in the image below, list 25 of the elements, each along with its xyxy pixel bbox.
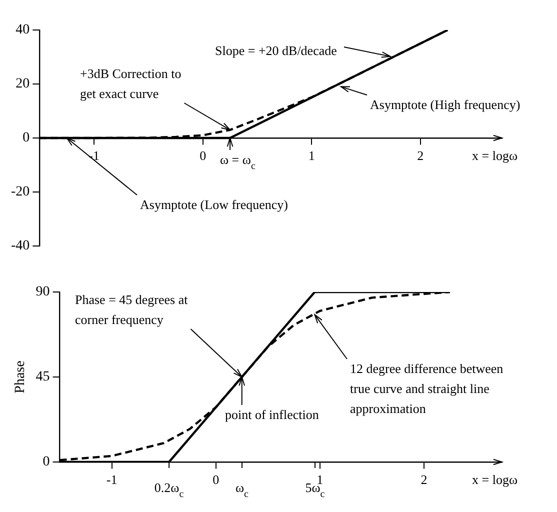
x-tick-label: 0: [200, 148, 206, 163]
y-tick-label: 20: [16, 76, 30, 92]
y-tick-label: -40: [10, 238, 30, 254]
x-axis-title: x = logω: [472, 472, 518, 487]
x-axis-title: x = logω: [472, 148, 518, 163]
annotation: Phase = 45 degrees at corner frequency: [75, 292, 188, 327]
x-tick-label: -1: [106, 472, 118, 487]
y-tick-label: 90: [36, 284, 50, 300]
y-tick-label: 0: [22, 130, 30, 146]
x-tick-label: 1: [308, 148, 315, 163]
annotation: +3dB Correction to get exact curve: [80, 66, 182, 101]
annotation: Asymptote (High frequency): [370, 97, 520, 112]
y-tick-label: 45: [36, 370, 50, 385]
annotation: Slope = +20 dB/decade: [215, 43, 338, 58]
annotation: Asymptote (Low frequency): [140, 197, 288, 212]
annotation: point of inflection: [225, 407, 320, 422]
y-tick-label: 0: [42, 454, 50, 470]
x-tick-label: 2: [417, 148, 424, 163]
annotation: 12 degree difference between true curve and straight line approximation: [350, 361, 504, 416]
y-tick-label: -20: [10, 184, 30, 200]
x-tick-label: 1: [316, 472, 324, 487]
y-tick-label: 40: [16, 22, 30, 38]
x-tick-label: 2: [420, 472, 428, 487]
x-tick-label: 0: [212, 472, 220, 487]
y-axis-title: Phase: [13, 360, 28, 394]
